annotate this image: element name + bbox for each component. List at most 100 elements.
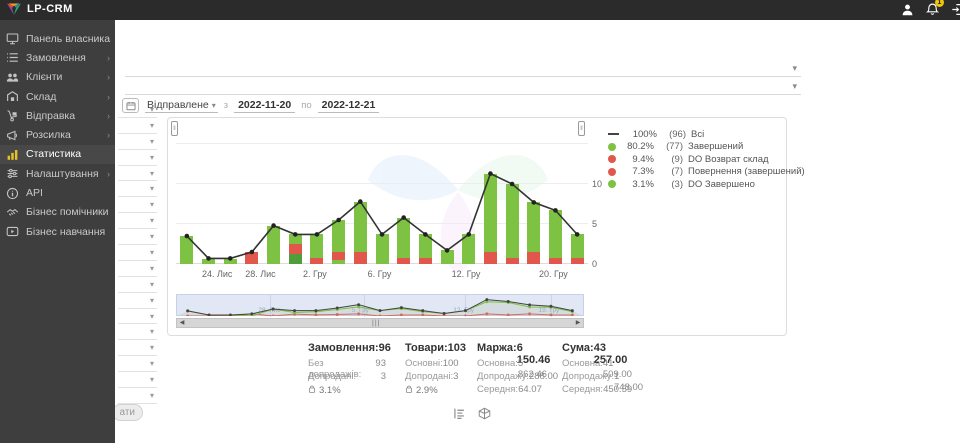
warehouse-icon — [7, 91, 18, 101]
side-filter-select-13[interactable]: ▾ — [118, 293, 157, 309]
side-filter-select-3[interactable]: ▾ — [118, 134, 157, 150]
sidebar-item-8[interactable]: Налаштування › — [0, 164, 115, 183]
bar-segment[interactable] — [310, 257, 324, 264]
stat-column-3: Маржа: 6 150.46 Основна: 5 862.46 Допродажу:… — [477, 342, 558, 397]
bar-segment[interactable] — [202, 259, 216, 264]
bar-segment[interactable] — [548, 210, 562, 259]
bar-segment[interactable] — [418, 258, 432, 264]
side-filter-select-16[interactable]: ▾ — [118, 340, 157, 357]
bar-segment[interactable] — [288, 234, 302, 244]
bar-segment[interactable] — [332, 252, 346, 260]
bar-segment[interactable] — [223, 259, 237, 264]
bar-segment[interactable] — [353, 201, 367, 252]
stat-sub-label: Допродані: — [308, 371, 357, 382]
main-chart-plot[interactable] — [176, 126, 588, 264]
side-filter-select-17[interactable]: ▾ — [118, 356, 157, 373]
bar-segment[interactable] — [353, 252, 367, 264]
logout-icon[interactable] — [951, 3, 960, 21]
bar-segment[interactable] — [505, 258, 519, 264]
legend-item[interactable]: 100% (96) Всі — [608, 128, 805, 141]
bar-segment[interactable] — [180, 236, 194, 264]
date-from-input[interactable]: 2022-11-20 — [234, 99, 296, 113]
notification-badge: 1 — [935, 0, 944, 7]
side-filter-select-5[interactable]: ▾ — [118, 166, 157, 182]
side-filter-select-12[interactable]: ▾ — [118, 277, 157, 293]
bar-segment[interactable] — [570, 234, 584, 259]
filter-apply-button[interactable]: ати — [112, 404, 143, 421]
navigator-left-handle[interactable]: ‖ — [171, 121, 178, 136]
bar-segment[interactable] — [462, 234, 476, 264]
side-filter-select-15[interactable]: ▾ — [118, 324, 157, 341]
sidebar-item-11[interactable]: Бізнес навчання — [0, 222, 115, 241]
bar-segment[interactable] — [505, 184, 519, 259]
bar-segment[interactable] — [548, 258, 562, 264]
sidebar-item-label: Клієнти — [26, 71, 63, 84]
legend-item[interactable]: 3.1% (3) DO Завершено — [608, 178, 805, 191]
navigator-right-handle[interactable]: ‖ — [578, 121, 585, 136]
side-filter-select-18[interactable]: ▾ — [118, 372, 157, 389]
bar-segment[interactable] — [570, 258, 584, 264]
navigator-scrollbar[interactable]: ◀ ▶ ||| — [176, 318, 584, 328]
bar-segment[interactable] — [418, 234, 432, 259]
date-type-select[interactable]: Відправлене ▾ — [145, 98, 218, 113]
legend-percent: 7.3% — [632, 166, 654, 178]
side-filter-select-10[interactable]: ▾ — [118, 245, 157, 261]
sidebar-item-4[interactable]: Склад › — [0, 87, 115, 106]
sidebar-item-label: Панель власника — [26, 32, 111, 45]
legend-item[interactable]: 80.2% (77) Завершений — [608, 141, 805, 154]
brand-logo[interactable]: LP-CRM — [6, 1, 73, 17]
sidebar-item-7[interactable]: Статистика — [0, 144, 115, 165]
date-to-input[interactable]: 2022-12-21 — [317, 99, 380, 113]
legend-item[interactable]: 9.4% (9) DO Возврат склад — [608, 153, 805, 166]
side-filter-select-14[interactable]: ▾ — [118, 309, 157, 325]
sidebar-item-10[interactable]: Бізнес помічники — [0, 203, 115, 222]
bar-segment[interactable] — [397, 217, 411, 259]
bar-segment[interactable] — [440, 250, 454, 264]
stat-sub-value: 3 — [453, 371, 459, 382]
side-filter-select-11[interactable]: ▾ — [118, 261, 157, 277]
side-filter-select-6[interactable]: ▾ — [118, 181, 157, 198]
side-filter-select-1[interactable]: ▾ — [118, 102, 157, 118]
side-filter-select-19[interactable]: ▾ — [118, 388, 157, 404]
side-filter-select-7[interactable]: ▾ — [118, 197, 157, 214]
bar-segment[interactable] — [267, 225, 281, 264]
bar-segment[interactable] — [288, 254, 302, 264]
filter-select-2[interactable]: ▾ — [125, 78, 801, 95]
sidebar-item-5[interactable]: Відправка › — [0, 106, 115, 125]
side-filter-select-2[interactable]: ▾ — [118, 118, 157, 134]
notifications-bell-icon[interactable]: 1 — [925, 0, 944, 21]
bar-segment[interactable] — [332, 260, 346, 264]
calendar-icon[interactable] — [122, 98, 139, 113]
side-filter-select-4[interactable]: ▾ — [118, 150, 157, 166]
sidebar-item-6[interactable]: Розсилка › — [0, 125, 115, 144]
sidebar-item-9[interactable]: API — [0, 183, 115, 202]
sidebar-item-2[interactable]: Замовлення › — [0, 48, 115, 67]
bar-segment[interactable] — [483, 252, 497, 264]
dashboard-icon — [6, 33, 19, 45]
bar-segment[interactable] — [375, 234, 389, 264]
range-navigator[interactable]: 28. Лис 5. Гру 12. Гру 19. Гру — [176, 294, 584, 317]
bar-segment[interactable] — [483, 173, 497, 252]
filter-select-1[interactable]: ▾ — [125, 60, 801, 77]
bar-segment[interactable] — [397, 258, 411, 264]
bar-segment[interactable] — [288, 244, 302, 255]
user-icon[interactable] — [901, 3, 914, 21]
stat-column-2: Товари: 103 Основні: 100 Допродані: 3 2.9% — [405, 342, 466, 397]
sidebar-item-1[interactable]: Панель власника — [0, 29, 115, 48]
sidebar-item-3[interactable]: Клієнти › — [0, 68, 115, 87]
bar-segment[interactable] — [527, 252, 541, 264]
scrollbar-grip[interactable]: ||| — [372, 320, 381, 327]
bar-segment[interactable] — [245, 252, 259, 264]
legend-item[interactable]: 7.3% (7) Повернення (завершений) — [608, 166, 805, 179]
stat-header-value: 103 — [447, 342, 466, 354]
bar-segment[interactable] — [527, 202, 541, 252]
chart-view-toggle-icon[interactable] — [452, 407, 467, 421]
bar-segment[interactable] — [332, 220, 346, 252]
scroll-left-icon[interactable]: ◀ — [179, 320, 185, 326]
side-filter-select-8[interactable]: ▾ — [118, 213, 157, 230]
bar-segment[interactable] — [310, 234, 324, 258]
scroll-right-icon[interactable]: ▶ — [575, 320, 581, 326]
chart-legend: 100% (96) Всі 80.2% (77) Завершений 9.4% (9) DO … — [608, 128, 805, 191]
side-filter-select-9[interactable]: ▾ — [118, 229, 157, 246]
cube-view-toggle-icon[interactable] — [478, 407, 493, 421]
